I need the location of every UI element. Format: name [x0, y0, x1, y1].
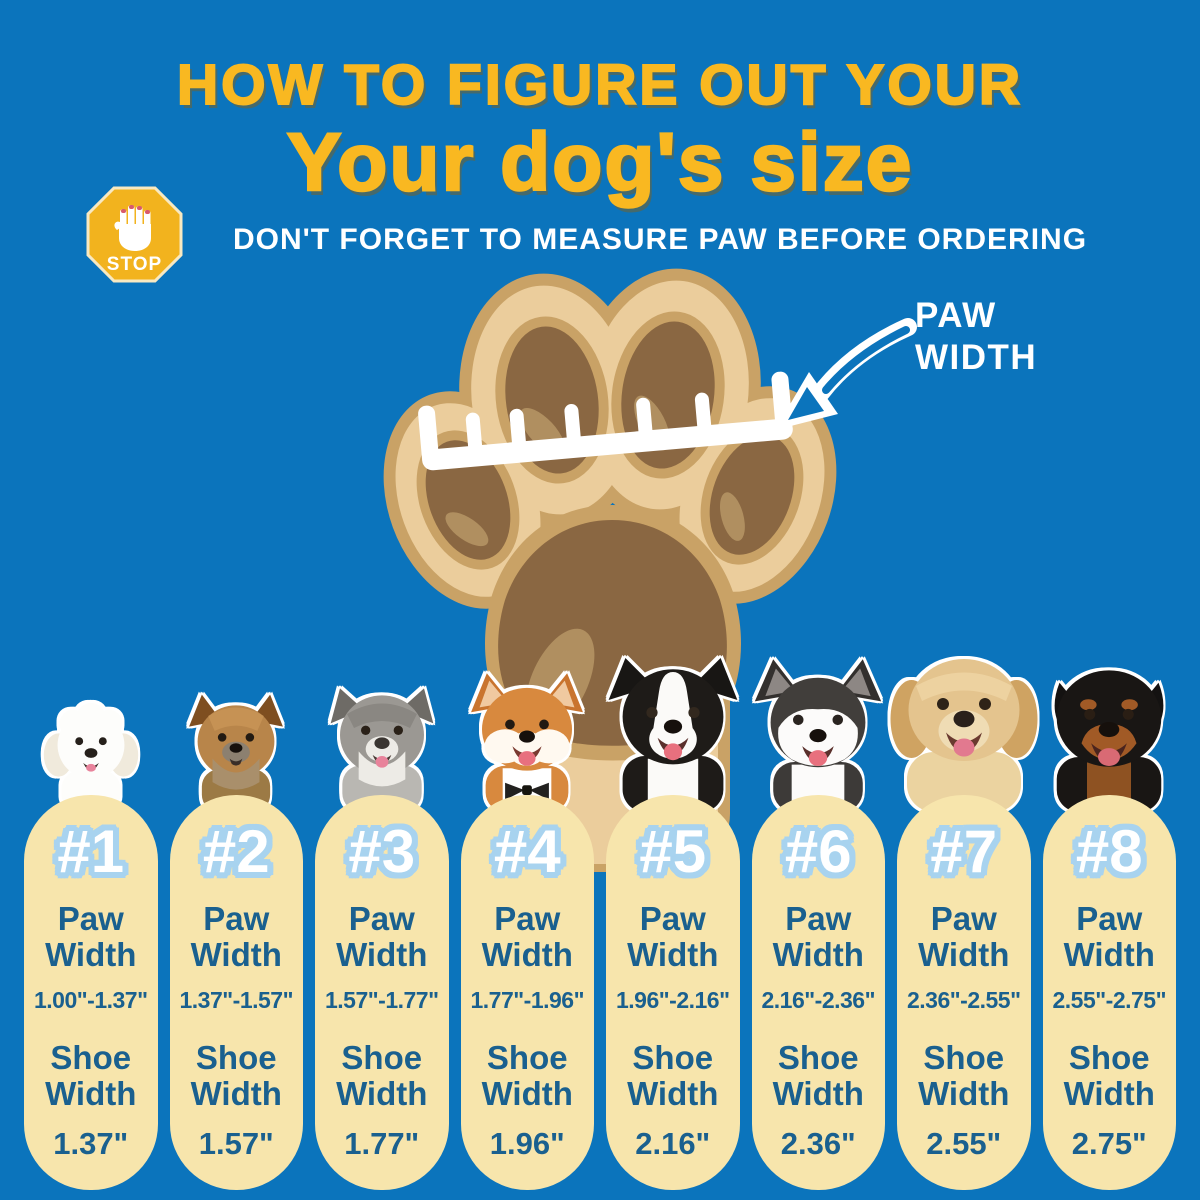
size-pill-8: #8 Paw Width 2.55"-2.75" Shoe Width 2.75… — [1042, 795, 1176, 1190]
size-number: #1 — [57, 818, 125, 885]
size-number: #2 — [202, 818, 270, 885]
size-columns: #1 Paw Width 1.00"-1.37" Shoe Width 1.37… — [24, 658, 1176, 1190]
size-pill-5: #5 Paw Width 1.96"-2.16" Shoe Width 2.16… — [606, 795, 740, 1190]
title-line2: Your dog's size — [285, 116, 914, 210]
paw-width-heading: Paw Width — [336, 900, 428, 973]
paw-width-heading: Paw Width — [1063, 900, 1155, 973]
shoe-width-heading: Shoe Width — [772, 1039, 864, 1112]
paw-width-heading: Paw Width — [772, 900, 864, 973]
shoe-width-heading: Shoe Width — [1063, 1039, 1155, 1112]
paw-width-heading: Paw Width — [45, 900, 137, 973]
paw-width-range: 1.57"-1.77" — [325, 987, 439, 1013]
size-number: #5 — [639, 818, 707, 885]
shoe-width-value: 2.16" — [635, 1126, 711, 1161]
dog-photo-rottweiler — [1054, 670, 1164, 812]
size-pill-7: #7 Paw Width 2.36"-2.55" Shoe Width 2.55… — [897, 795, 1031, 1190]
shoe-width-heading: Shoe Width — [481, 1039, 573, 1112]
shoe-width-value: 2.36" — [780, 1126, 856, 1161]
shoe-width-heading: Shoe Width — [627, 1039, 719, 1112]
size-pill-2: #2 Paw Width 1.37"-1.57" Shoe Width 1.57… — [169, 795, 303, 1190]
paw-width-range: 1.77"-1.96" — [470, 987, 585, 1013]
size-number: #4 — [493, 818, 561, 885]
shoe-width-value: 1.37" — [53, 1126, 129, 1161]
paw-width-heading: Paw Width — [481, 900, 573, 973]
shoe-width-heading: Shoe Width — [45, 1039, 137, 1112]
shoe-width-value: 1.77" — [344, 1126, 420, 1161]
stop-sign-icon: STOP — [86, 186, 183, 283]
shoe-width-value: 1.57" — [198, 1126, 274, 1161]
size-column-5: #5 Paw Width 1.96"-2.16" Shoe Width 2.16… — [606, 658, 740, 1190]
paw-width-range: 1.00"-1.37" — [34, 987, 148, 1013]
paw-width-heading: Paw Width — [918, 900, 1010, 973]
size-column-3: #3 Paw Width 1.57"-1.77" Shoe Width 1.77… — [315, 688, 449, 1190]
size-column-6: #6 Paw Width 2.16"-2.36" Shoe Width 2.36… — [751, 659, 885, 1190]
dog-photo-scruffy-terrier — [330, 688, 434, 812]
ruler-icon — [418, 371, 793, 471]
dog-photo-shiba-inu — [471, 673, 584, 812]
shoe-width-value: 2.55" — [926, 1126, 1002, 1161]
size-column-8: #8 Paw Width 2.55"-2.75" Shoe Width 2.75… — [1042, 670, 1176, 1190]
paw-width-heading: Paw Width — [190, 900, 282, 973]
paw-width-annotation-line1: PAW — [915, 296, 997, 335]
paw-width-heading: Paw Width — [627, 900, 719, 973]
paw-width-annotation-line2: WIDTH — [915, 338, 1038, 377]
shoe-width-value: 2.75" — [1071, 1126, 1147, 1161]
shoe-width-value: 1.96" — [489, 1126, 565, 1161]
size-pill-6: #6 Paw Width 2.16"-2.36" Shoe Width 2.36… — [751, 795, 885, 1190]
paw-width-range: 2.16"-2.36" — [761, 987, 876, 1013]
shoe-width-heading: Shoe Width — [918, 1039, 1010, 1112]
arrow-icon — [775, 318, 917, 430]
paw-width-range: 1.37"-1.57" — [179, 987, 294, 1013]
paw-width-range: 2.36"-2.55" — [907, 987, 1021, 1013]
dog-photo-golden-retriever — [890, 659, 1038, 812]
bow-tie — [505, 782, 550, 800]
size-pill-4: #4 Paw Width 1.77"-1.96" Shoe Width 1.96… — [460, 795, 594, 1190]
hand-icon — [114, 205, 151, 251]
size-column-1: #1 Paw Width 1.00"-1.37" Shoe Width 1.37… — [24, 702, 158, 1190]
size-column-2: #2 Paw Width 1.37"-1.57" Shoe Width 1.57… — [169, 694, 303, 1190]
size-number: #6 — [784, 818, 852, 885]
size-number: #3 — [348, 818, 416, 885]
size-pill-1: #1 Paw Width 1.00"-1.37" Shoe Width 1.37… — [24, 795, 158, 1190]
warning-text: DON'T FORGET TO MEASURE PAW BEFORE ORDER… — [232, 223, 1088, 256]
size-pill-3: #3 Paw Width 1.57"-1.77" Shoe Width 1.77… — [315, 795, 449, 1190]
paw-width-range: 1.96"-2.16" — [616, 987, 730, 1013]
stop-label: STOP — [107, 254, 162, 275]
paw-width-annotation: PAW WIDTH — [915, 295, 1037, 379]
size-column-4: #4 Paw Width 1.77"-1.96" Shoe Width 1.96… — [460, 673, 594, 1190]
shoe-width-heading: Shoe Width — [190, 1039, 282, 1112]
dog-photo-yorkshire-terrier — [189, 694, 284, 812]
size-number: #7 — [930, 818, 998, 885]
shoe-width-heading: Shoe Width — [336, 1039, 428, 1112]
paw-width-range: 2.55"-2.75" — [1052, 987, 1167, 1013]
size-number: #8 — [1075, 818, 1143, 885]
size-column-7: #7 Paw Width 2.36"-2.55" Shoe Width 2.55… — [890, 659, 1038, 1190]
dog-photo-border-collie — [608, 658, 738, 812]
title-line1: HOW TO FIGURE OUT YOUR — [176, 52, 1024, 118]
